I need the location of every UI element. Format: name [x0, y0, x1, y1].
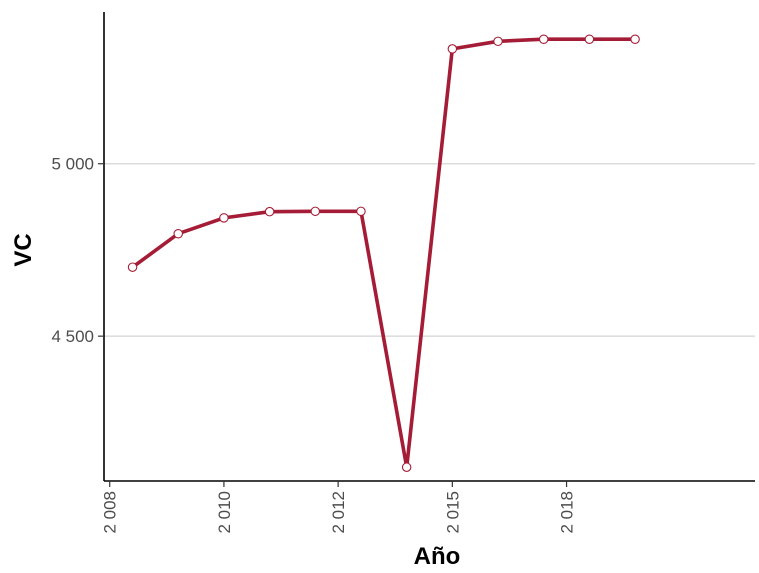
x-tick-label: 2 015: [443, 491, 462, 534]
data-point: [584, 34, 595, 44]
data-point: [493, 36, 503, 47]
x-tick-label: 2 012: [329, 491, 348, 534]
x-axis-title: Año: [414, 543, 461, 570]
data-point: [630, 34, 640, 44]
data-point: [447, 44, 458, 54]
x-tick-label: 2 010: [215, 491, 234, 534]
data-point: [401, 462, 412, 472]
y-tick-label: 4 500: [51, 327, 94, 346]
data-point: [219, 213, 229, 223]
x-tick-label: 2 008: [101, 491, 120, 534]
x-tick-label: 2 018: [558, 491, 577, 534]
y-tick-label: 5 000: [51, 155, 94, 174]
data-point: [310, 206, 321, 217]
y-ticks: 4 500 5 000: [51, 155, 104, 346]
series-layer: [127, 34, 640, 472]
x-ticks: 2 008 2 010 2 012 2 015 2 018: [101, 481, 577, 534]
y-axis-title: VC: [10, 233, 37, 266]
data-point: [264, 206, 275, 217]
data-point: [356, 206, 366, 217]
data-point: [173, 228, 183, 239]
data-point: [538, 34, 549, 44]
series-line: [130, 37, 637, 470]
gridlines: [104, 163, 755, 337]
data-point: [127, 262, 138, 272]
